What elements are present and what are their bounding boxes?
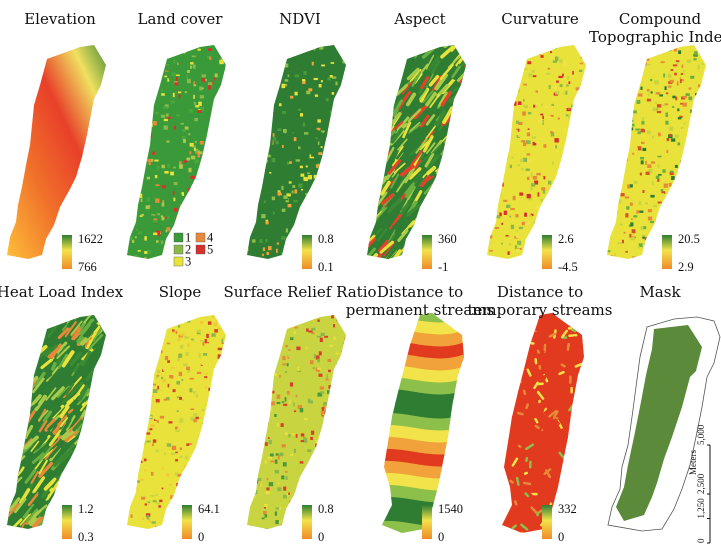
panel-title-line: Aspect — [394, 10, 446, 28]
legend-min: -1 — [438, 260, 448, 274]
panel-title-line: Slope — [158, 283, 202, 301]
panel-title-heat-load: Heat Load Index — [0, 283, 123, 301]
map-surface-relief: 0.80 — [247, 315, 346, 544]
map-aspect: 360 -1 — [367, 45, 466, 274]
legend-swatch — [195, 244, 206, 255]
legend-ramp — [422, 235, 432, 269]
legend-swatch — [173, 232, 184, 243]
legend-class-label: 3 — [185, 255, 191, 269]
legend-ramp — [302, 235, 312, 269]
panel-title-line: Compound — [618, 10, 702, 28]
legend-land-cover: 123 45 — [173, 231, 214, 269]
legend-max: 360 — [438, 232, 457, 246]
legend-cti: 20.5 2.9 — [662, 232, 700, 274]
panel-title-elevation: Elevation — [24, 10, 96, 28]
legend-ramp — [542, 235, 552, 269]
legend-min: 0 — [438, 530, 444, 544]
legend-aspect: 360 -1 — [422, 232, 457, 274]
legend-elevation: 1622 766 — [62, 232, 103, 274]
legend-max: 1622 — [78, 232, 103, 246]
legend-max: 0.8 — [318, 502, 334, 516]
legend-max: 332 — [558, 502, 577, 516]
legend-min: 0.1 — [318, 260, 334, 274]
legend-swatch — [173, 244, 184, 255]
map-dist-temporary: 332 0 — [502, 313, 584, 544]
legend-class-label: 2 — [185, 243, 191, 257]
map-dist-permanent: 1540 0 — [382, 313, 464, 544]
legend-surface-relief: 0.80 — [302, 502, 334, 544]
scale-tick-label: 2,500 — [696, 473, 706, 494]
legend-ndvi: 0.8 0.1 — [302, 232, 334, 274]
legend-max: 64.1 — [198, 502, 220, 516]
legend-max: 1.2 — [78, 502, 94, 516]
panel-title-line: Distance to — [376, 283, 464, 301]
legend-max: 2.6 — [558, 232, 574, 246]
scale-tick-label: 5,000 — [696, 424, 706, 445]
map-cti: 20.5 2.9 — [607, 45, 706, 274]
panel-title-ndvi: NDVI — [279, 10, 321, 28]
scale-unit: Meters — [688, 450, 698, 475]
legend-swatch — [195, 232, 206, 243]
panel-title-line: NDVI — [279, 10, 321, 28]
map-ndvi: 0.8 0.1 — [247, 45, 346, 274]
legend-max: 1540 — [438, 502, 463, 516]
legend-dist-permanent: 1540 0 — [422, 502, 463, 544]
panel-title-mask: Mask — [639, 283, 680, 301]
panel-title-surface-relief: Surface Relief Ratio — [223, 283, 376, 301]
panel-title-slope: Slope — [159, 283, 202, 301]
legend-dist-temporary: 332 0 — [542, 502, 577, 544]
legend-ramp — [662, 235, 672, 269]
panel-title-line: Surface Relief Ratio — [223, 283, 377, 301]
legend-max: 20.5 — [678, 232, 700, 246]
panel-title-line: Topographic Index — [589, 28, 721, 46]
scale-tick-label: 0 — [696, 538, 706, 543]
legend-min: 0 — [198, 530, 204, 544]
legend-swatch — [173, 256, 184, 267]
legend-ramp — [422, 505, 432, 539]
legend-min: 0 — [558, 530, 564, 544]
legend-min: 0.3 — [78, 530, 94, 544]
legend-heat-load: 1.2 0.3 — [62, 502, 94, 544]
map-land-cover: 123 45 — [127, 45, 226, 269]
panel-title-line: permanent streams — [345, 301, 495, 319]
map-curvature: 2.6 -4.5 — [487, 45, 586, 274]
panel-title-dist-permanent: Distance to permanent streams — [346, 283, 494, 319]
legend-min: 766 — [78, 260, 97, 274]
legend-ramp — [182, 505, 192, 539]
panel-title-land-cover: Land cover — [138, 10, 223, 28]
panel-title-curvature: Curvature — [501, 10, 578, 28]
legend-class-label: 1 — [185, 231, 191, 245]
scale-tick-label: 1,250 — [696, 498, 706, 519]
map-heat-load: 1.2 0.3 — [7, 315, 106, 544]
legend-ramp — [62, 235, 72, 269]
panel-title-line: Land cover — [137, 10, 223, 28]
legend-ramp — [542, 505, 552, 539]
legend-curvature: 2.6 -4.5 — [542, 232, 578, 274]
panel-title-line: Heat Load Index — [0, 283, 124, 301]
panel-title-line: Elevation — [24, 10, 96, 28]
legend-class-label: 4 — [207, 231, 214, 245]
legend-min: 2.9 — [678, 260, 694, 274]
scale-bar: 0 1,250 2,500 5,000 Meters — [688, 424, 711, 544]
legend-max: 0.8 — [318, 232, 334, 246]
panel-title-line: Curvature — [501, 10, 579, 28]
legend-min: 0 — [318, 530, 324, 544]
legend-slope: 64.10 — [182, 502, 220, 544]
legend-class-label: 5 — [207, 243, 213, 257]
panel-title-aspect: Aspect — [394, 10, 445, 28]
map-mask: 0 1,250 2,500 5,000 Meters — [607, 316, 721, 544]
panel-title-line: temporary streams — [467, 301, 613, 319]
legend-ramp — [62, 505, 72, 539]
map-elevation: 1622 766 — [7, 45, 106, 274]
panel-title-line: Distance to — [496, 283, 584, 301]
panel-title-dist-temporary: Distance to temporary streams — [468, 283, 613, 319]
map-slope: 64.10 — [127, 315, 226, 544]
legend-min: -4.5 — [558, 260, 578, 274]
panel-title-line: Mask — [639, 283, 681, 301]
legend-ramp — [302, 505, 312, 539]
panel-title-cti: Compound Topographic Index — [589, 10, 721, 46]
